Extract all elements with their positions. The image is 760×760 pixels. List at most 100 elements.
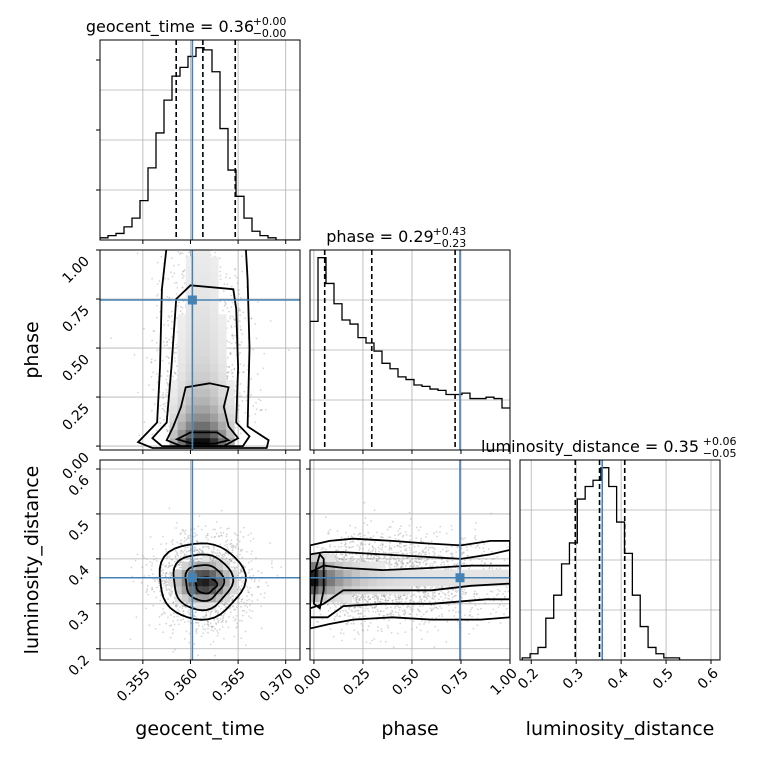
sample-point — [244, 604, 247, 607]
sample-point — [451, 552, 453, 555]
sample-point — [235, 533, 238, 536]
sample-point — [228, 370, 230, 373]
sample-point — [164, 575, 167, 578]
sample-point — [171, 590, 174, 593]
sample-point — [492, 608, 495, 611]
sample-point — [434, 587, 437, 589]
density-cell — [226, 380, 235, 389]
density-cell — [169, 429, 179, 439]
sample-point — [229, 315, 232, 318]
sample-point — [174, 372, 177, 375]
density-cell — [193, 264, 203, 274]
sample-point — [450, 593, 453, 595]
sample-point — [166, 295, 169, 298]
density-cell — [210, 421, 219, 431]
sample-point — [179, 533, 182, 536]
sample-point — [242, 535, 245, 538]
density-cell — [168, 577, 176, 587]
sample-point — [145, 607, 147, 610]
density-cell — [210, 404, 219, 414]
density-cell — [210, 347, 219, 356]
sample-point — [369, 558, 372, 560]
sample-point — [333, 618, 336, 620]
sample-point — [361, 554, 364, 556]
sample-point — [384, 545, 387, 548]
sample-point — [420, 553, 422, 555]
sample-point — [166, 555, 169, 558]
sample-point — [238, 320, 241, 322]
sample-point — [141, 566, 144, 569]
sample-point — [205, 536, 208, 539]
sample-point — [362, 560, 365, 562]
sample-point — [363, 596, 365, 599]
sample-point — [149, 536, 152, 538]
sample-point — [176, 552, 179, 555]
sample-point — [235, 627, 238, 629]
sample-point — [230, 546, 233, 548]
sample-point — [195, 539, 198, 542]
sample-point — [400, 600, 403, 603]
sample-point — [238, 307, 241, 310]
density-cell — [193, 396, 203, 406]
sample-point — [490, 512, 493, 515]
sample-point — [234, 385, 237, 387]
sample-point — [241, 255, 243, 257]
sample-point — [184, 549, 186, 552]
sample-point — [382, 615, 385, 617]
density-cell — [210, 429, 219, 439]
density-cell — [185, 380, 195, 389]
density-cell — [210, 355, 219, 365]
density-cell — [218, 322, 227, 332]
sample-point — [170, 574, 173, 577]
sample-point — [261, 409, 263, 411]
sample-point — [155, 295, 158, 297]
density-cell — [218, 363, 227, 373]
sample-point — [257, 398, 260, 401]
sample-point — [247, 534, 250, 536]
sample-point — [223, 604, 226, 606]
sample-point — [461, 590, 464, 593]
sample-point — [160, 543, 163, 546]
sample-point — [373, 593, 376, 596]
sample-point — [403, 613, 406, 616]
sample-point — [238, 540, 241, 542]
sample-point — [236, 622, 238, 625]
sample-point — [400, 565, 403, 567]
sample-point — [240, 548, 243, 551]
sample-point — [379, 610, 382, 613]
sample-point — [196, 627, 199, 630]
density-cell — [177, 347, 187, 356]
density-cell — [185, 396, 195, 406]
sample-point — [161, 394, 164, 396]
sample-point — [213, 546, 215, 549]
sample-point — [451, 588, 454, 591]
sample-point — [216, 634, 219, 637]
sample-point — [434, 625, 437, 628]
sample-point — [399, 550, 402, 553]
sample-point — [212, 557, 215, 560]
sample-point — [195, 549, 198, 552]
sample-point — [376, 597, 379, 600]
density-cell — [177, 339, 187, 348]
panel-border — [99, 459, 301, 661]
sample-point — [406, 562, 409, 565]
sample-point — [397, 557, 400, 560]
density-cell — [169, 413, 179, 422]
density-cell — [229, 585, 237, 595]
sample-point — [222, 290, 225, 292]
sample-point — [186, 558, 189, 561]
sample-point — [175, 605, 178, 608]
sample-point — [387, 599, 389, 602]
density-cell — [209, 577, 217, 587]
sample-point — [347, 612, 349, 615]
sample-point — [248, 591, 251, 594]
sample-point — [161, 579, 163, 582]
sample-point — [321, 618, 324, 620]
sample-point — [245, 550, 248, 553]
sample-point — [196, 552, 199, 555]
sample-point — [420, 558, 423, 561]
density-cell — [202, 602, 210, 611]
sample-point — [350, 622, 353, 625]
sample-point — [201, 551, 203, 554]
sample-point — [173, 264, 176, 267]
